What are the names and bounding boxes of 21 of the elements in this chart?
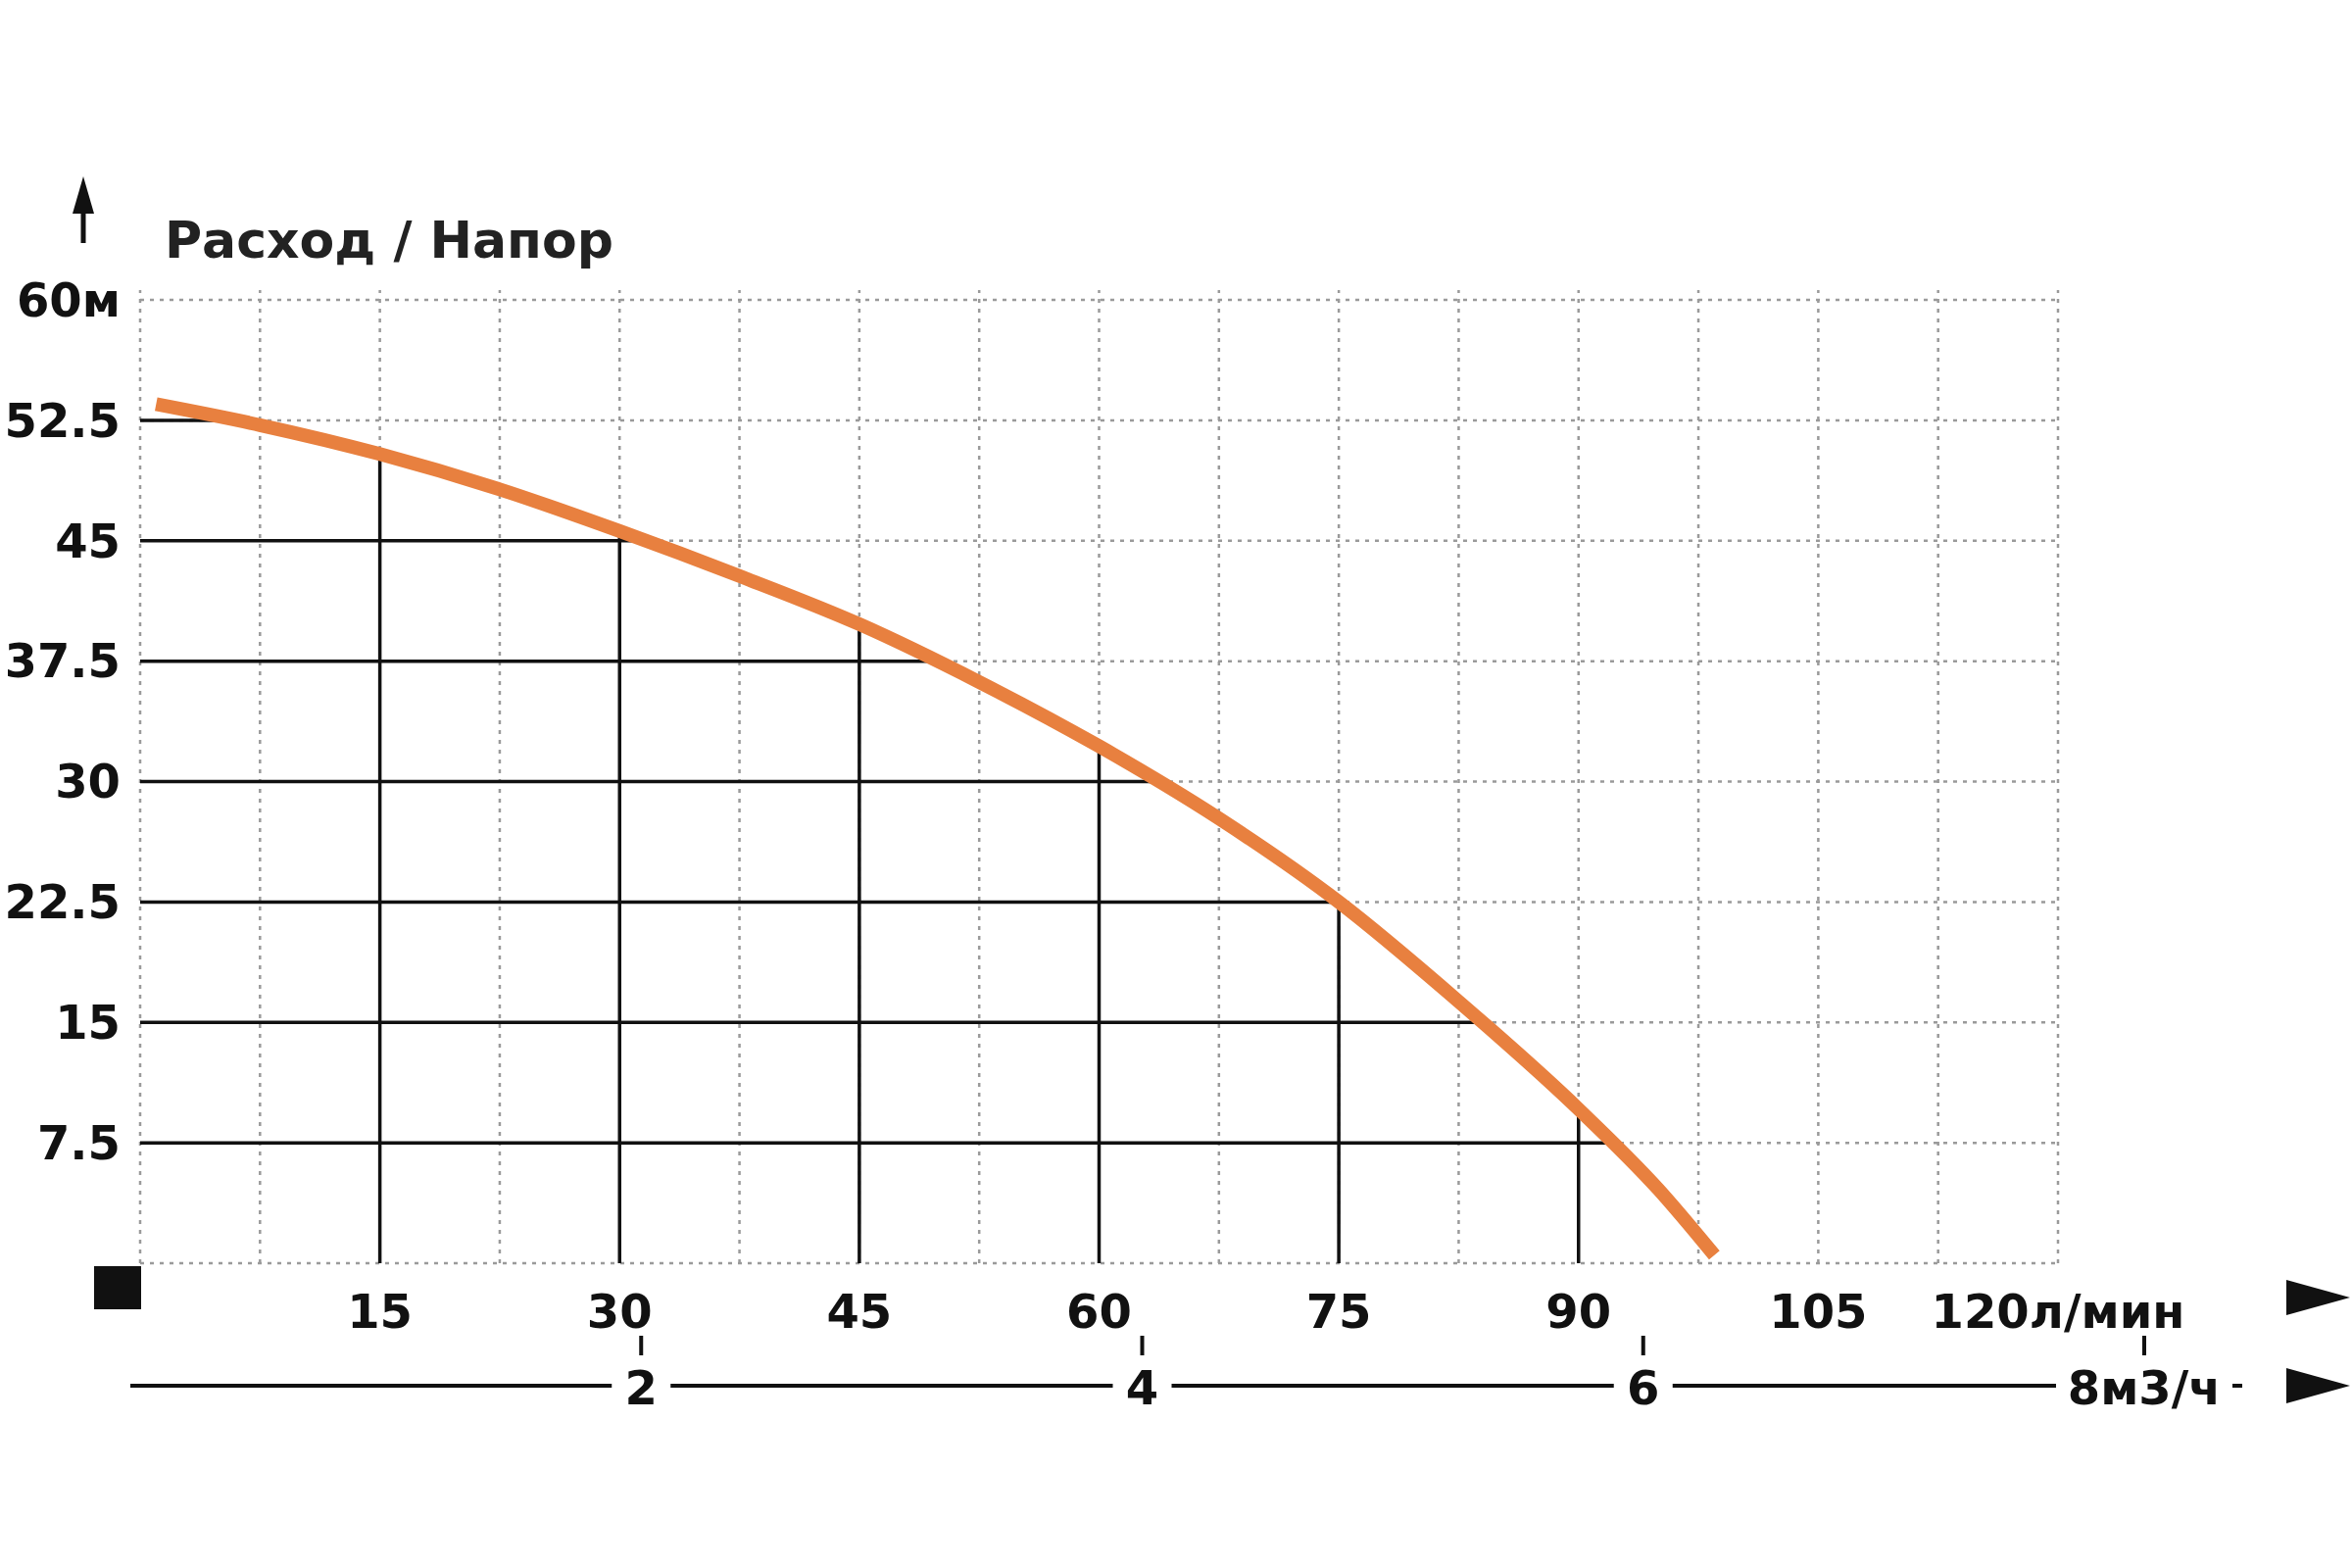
y-tick-label: 60м [16, 271, 121, 327]
x-tick-label: 30 [586, 1283, 653, 1339]
y-tick-label: 22.5 [4, 874, 121, 930]
y-tick-label: 30 [55, 754, 121, 809]
x-tick-label: 60 [1066, 1283, 1132, 1339]
chart-title: Расход / Напор [165, 211, 613, 270]
y-tick-label: 37.5 [4, 633, 121, 689]
x2-tick-label: 2 [624, 1359, 658, 1415]
x2-tick-label: 8м3/ч [2067, 1359, 2222, 1415]
x-tick-label: 120л/мин [1931, 1283, 2185, 1339]
x-tick-label: 90 [1545, 1283, 1612, 1339]
y-tick-label: 45 [55, 513, 121, 568]
y-tick-label: 52.5 [4, 392, 121, 448]
x2-tick-label: 4 [1125, 1359, 1159, 1415]
x-tick-label: 75 [1305, 1283, 1372, 1339]
y-tick-label: 15 [55, 995, 121, 1051]
x-tick-label: 105 [1769, 1283, 1868, 1339]
x-tick-label: 15 [347, 1283, 414, 1339]
x-tick-label: 45 [826, 1283, 893, 1339]
x2-tick-label: 6 [1627, 1359, 1660, 1415]
y-tick-label: 7.5 [36, 1114, 121, 1170]
